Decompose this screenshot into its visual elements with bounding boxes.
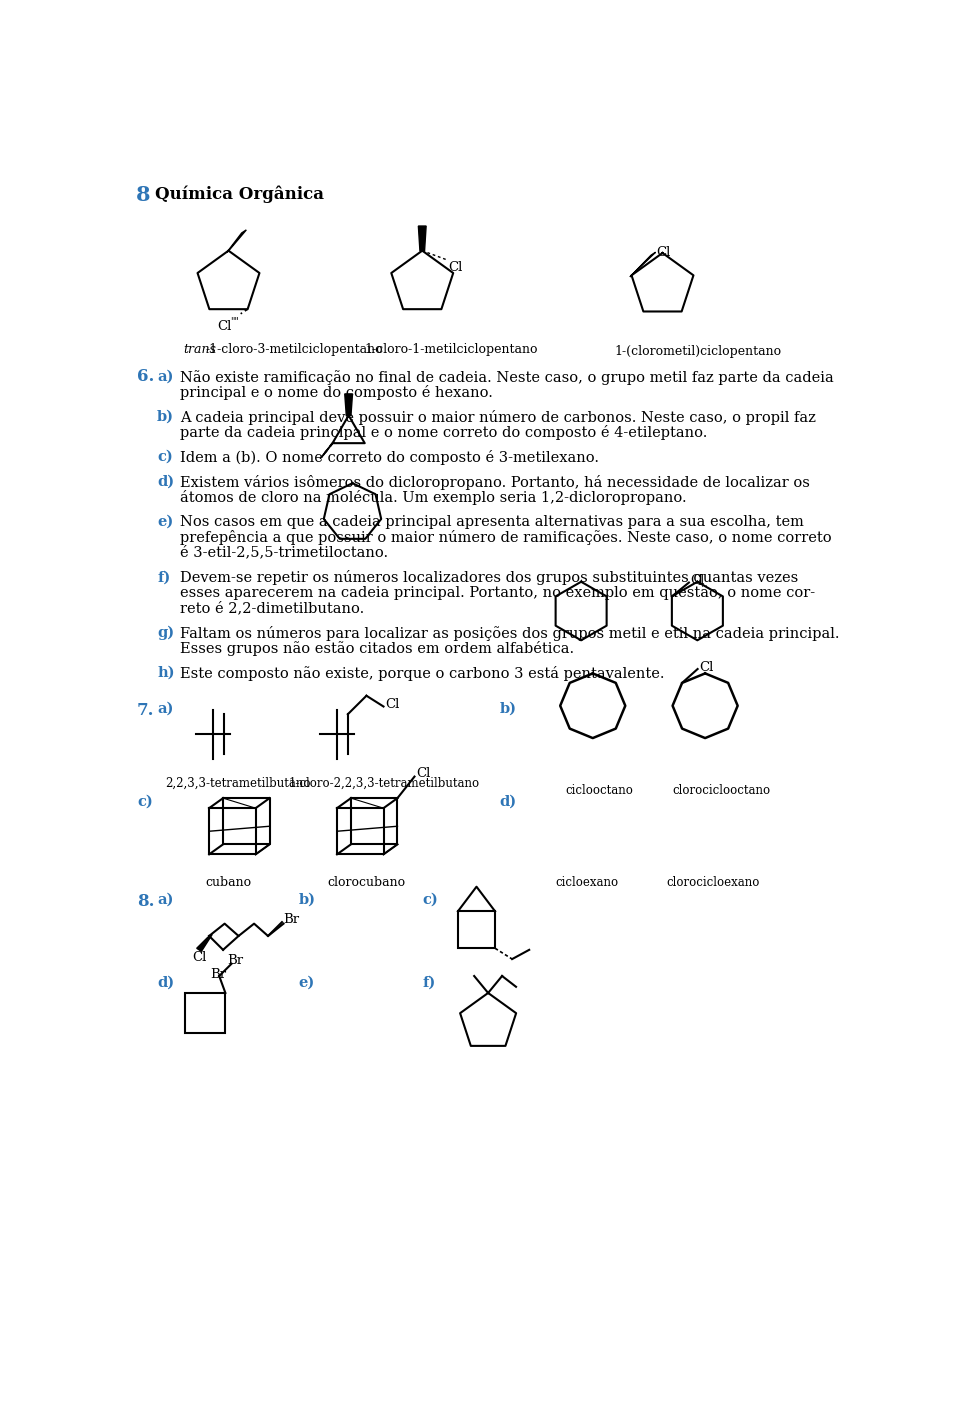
Text: 1-cloro-1-metilciclopentano: 1-cloro-1-metilciclopentano bbox=[364, 343, 538, 356]
Text: Cl: Cl bbox=[192, 951, 206, 964]
Text: a): a) bbox=[157, 370, 174, 384]
Text: b): b) bbox=[157, 410, 174, 424]
Text: e): e) bbox=[299, 975, 315, 990]
Text: reto é 2,2-dimetilbutano.: reto é 2,2-dimetilbutano. bbox=[180, 601, 365, 615]
Text: 8: 8 bbox=[135, 186, 150, 206]
Text: átomos de cloro na molécula. Um exemplo seria 1,2-dicloropropano.: átomos de cloro na molécula. Um exemplo … bbox=[180, 490, 687, 506]
Text: "": "" bbox=[229, 317, 239, 327]
Text: esses aparecerem na cadeia principal. Portanto, no exemplo em questão, o nome co: esses aparecerem na cadeia principal. Po… bbox=[180, 585, 816, 601]
Polygon shape bbox=[419, 226, 426, 251]
Text: Cl: Cl bbox=[657, 246, 671, 258]
Text: f): f) bbox=[157, 570, 171, 584]
Text: parte da cadeia principal e o nome correto do composto é 4-etileptano.: parte da cadeia principal e o nome corre… bbox=[180, 426, 708, 440]
Text: c): c) bbox=[422, 892, 438, 907]
Text: Devem-se repetir os números localizadores dos grupos substituintes quantas vezes: Devem-se repetir os números localizadore… bbox=[180, 570, 799, 585]
Text: prefерência a que possuir o maior número de ramificações. Neste caso, o nome cor: prefерência a que possuir o maior número… bbox=[180, 530, 832, 545]
Text: ciclooctano: ciclooctano bbox=[565, 784, 634, 797]
Text: cubano: cubano bbox=[205, 875, 252, 888]
Polygon shape bbox=[320, 441, 334, 458]
Text: Química Orgânica: Química Orgânica bbox=[155, 186, 324, 203]
Text: é 3-etil-2,5,5-trimetiloctano.: é 3-etil-2,5,5-trimetiloctano. bbox=[180, 545, 389, 560]
Text: b): b) bbox=[500, 703, 516, 715]
Text: a): a) bbox=[157, 892, 174, 907]
Text: c): c) bbox=[157, 450, 173, 464]
Text: Cl: Cl bbox=[448, 261, 463, 274]
Text: Cl: Cl bbox=[217, 320, 231, 333]
Text: 2,2,3,3-tetrametilbutano: 2,2,3,3-tetrametilbutano bbox=[165, 777, 310, 790]
Text: -1-cloro-3-metilciclopentano: -1-cloro-3-metilciclopentano bbox=[205, 343, 383, 356]
Text: A cadeia principal deve possuir o maior número de carbonos. Neste caso, o propil: A cadeia principal deve possuir o maior … bbox=[180, 410, 816, 426]
Text: 1-cloro-2,2,3,3-tetrametilbutano: 1-cloro-2,2,3,3-tetrametilbutano bbox=[289, 777, 480, 790]
Text: d): d) bbox=[157, 474, 175, 488]
Text: 8.: 8. bbox=[137, 892, 155, 910]
Text: Br: Br bbox=[283, 912, 300, 925]
Text: 1-(clorometil)ciclopentano: 1-(clorometil)ciclopentano bbox=[614, 346, 781, 358]
Text: Br: Br bbox=[227, 954, 243, 967]
Text: Não existe ramificação no final de cadeia. Neste caso, o grupo metil faz parte d: Não existe ramificação no final de cadei… bbox=[180, 370, 834, 386]
Polygon shape bbox=[197, 934, 212, 951]
Text: trans: trans bbox=[183, 343, 216, 356]
Text: clorocicloexano: clorocicloexano bbox=[666, 875, 759, 888]
Text: Este composto não existe, porque o carbono 3 está pentavalente.: Este composto não existe, porque o carbo… bbox=[180, 665, 665, 681]
Text: Cl: Cl bbox=[699, 661, 713, 674]
Text: Cl: Cl bbox=[690, 574, 705, 587]
Text: cicloexano: cicloexano bbox=[556, 875, 618, 888]
Text: c): c) bbox=[137, 794, 153, 808]
Text: Cl: Cl bbox=[385, 698, 399, 711]
Text: principal e o nome do composto é hexano.: principal e o nome do composto é hexano. bbox=[180, 386, 493, 400]
Polygon shape bbox=[630, 253, 656, 277]
Text: Nos casos em que a cadeia principal apresenta alternativas para a sua escolha, t: Nos casos em que a cadeia principal apre… bbox=[180, 514, 804, 528]
Text: b): b) bbox=[299, 892, 315, 907]
Text: e): e) bbox=[157, 514, 174, 528]
Polygon shape bbox=[227, 230, 247, 253]
Text: a): a) bbox=[157, 703, 174, 715]
Text: 6.: 6. bbox=[137, 367, 155, 384]
Text: Existem vários isômeros do dicloropropano. Portanto, há necessidade de localizar: Existem vários isômeros do dicloropropan… bbox=[180, 474, 810, 490]
Text: Br: Br bbox=[210, 968, 226, 981]
Text: clorocubano: clorocubano bbox=[327, 875, 406, 888]
Text: d): d) bbox=[157, 975, 175, 990]
Polygon shape bbox=[345, 394, 352, 416]
Text: 7.: 7. bbox=[137, 703, 155, 718]
Text: f): f) bbox=[422, 975, 436, 990]
Text: h): h) bbox=[157, 665, 175, 680]
Text: clorociclooctano: clorociclooctano bbox=[673, 784, 771, 797]
Text: d): d) bbox=[500, 794, 516, 808]
Text: Esses grupos não estão citados em ordem alfabética.: Esses grupos não estão citados em ordem … bbox=[180, 641, 575, 655]
Text: Cl: Cl bbox=[416, 767, 430, 780]
Text: Faltam os números para localizar as posições dos grupos metil e etil na cadeia p: Faltam os números para localizar as posi… bbox=[180, 625, 840, 641]
Text: Idem a (b). O nome correto do composto é 3-metilexano.: Idem a (b). O nome correto do composto é… bbox=[180, 450, 599, 466]
Text: g): g) bbox=[157, 625, 175, 640]
